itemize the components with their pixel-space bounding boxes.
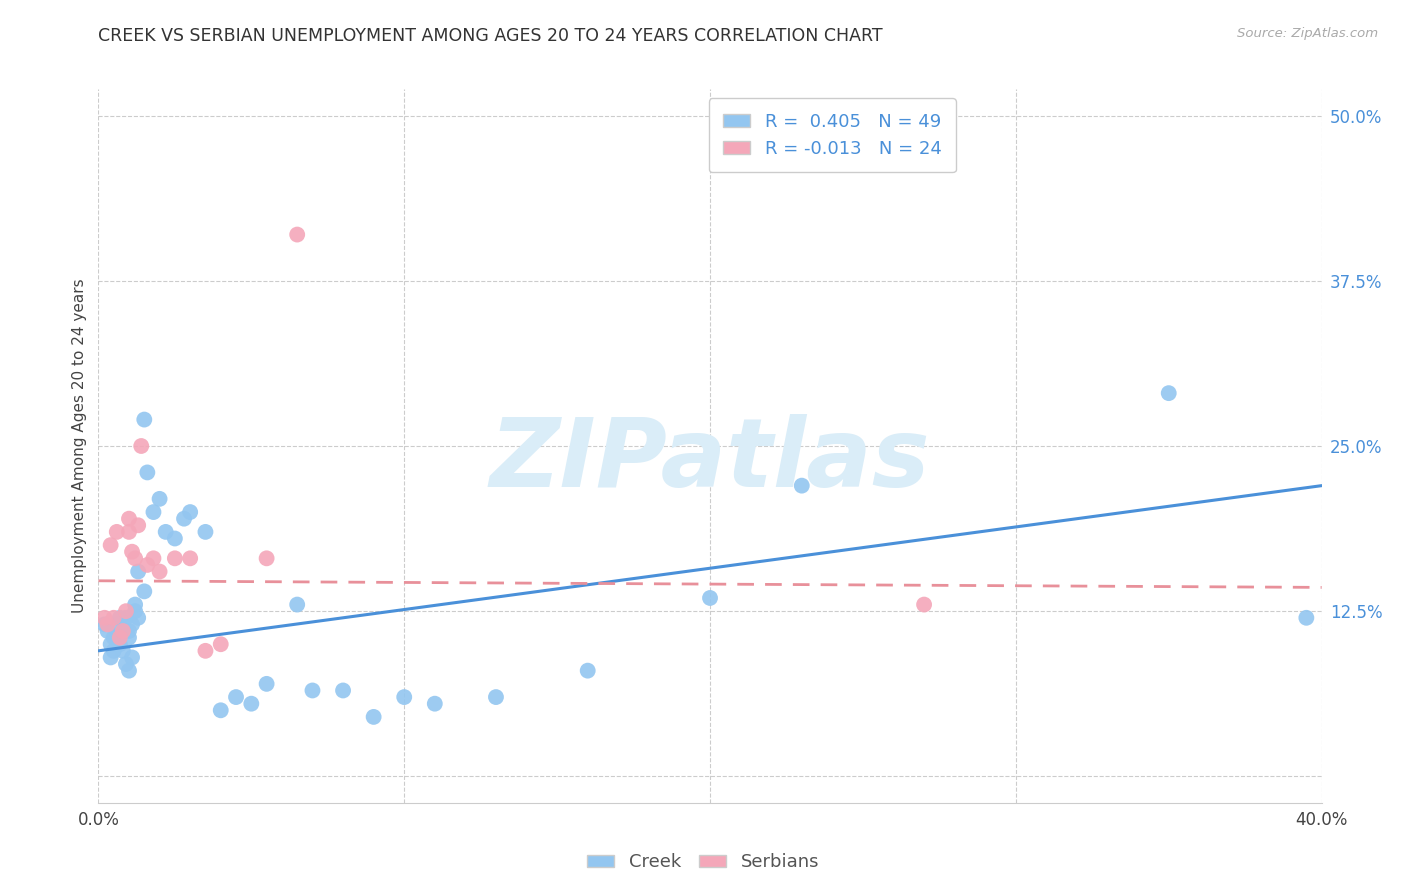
Point	[149, 491, 172, 506]
Point	[142, 551, 165, 566]
Point	[1157, 386, 1180, 401]
Point	[256, 551, 278, 566]
Point	[118, 631, 141, 645]
Point	[134, 584, 156, 599]
Point	[111, 624, 134, 638]
Point	[194, 644, 217, 658]
Point	[209, 637, 232, 651]
Point	[209, 703, 232, 717]
Point	[124, 551, 146, 566]
Point	[423, 697, 446, 711]
Point	[100, 637, 122, 651]
Point	[118, 511, 141, 525]
Point	[127, 611, 149, 625]
Legend: R =  0.405   N = 49, R = -0.013   N = 24: R = 0.405 N = 49, R = -0.013 N = 24	[709, 98, 956, 172]
Point	[256, 677, 278, 691]
Point	[118, 524, 141, 539]
Point	[332, 683, 354, 698]
Point	[136, 466, 159, 480]
Point	[108, 631, 131, 645]
Point	[115, 604, 138, 618]
Point	[129, 439, 152, 453]
Point	[301, 683, 323, 698]
Point	[105, 617, 128, 632]
Point	[100, 538, 122, 552]
Point	[363, 710, 385, 724]
Point	[149, 565, 172, 579]
Point	[100, 650, 122, 665]
Point	[105, 524, 128, 539]
Point	[285, 598, 308, 612]
Point	[121, 617, 143, 632]
Text: ZIPatlas: ZIPatlas	[489, 414, 931, 507]
Point	[285, 227, 308, 242]
Point	[124, 604, 146, 618]
Point	[103, 611, 125, 625]
Point	[136, 558, 159, 572]
Point	[108, 611, 131, 625]
Point	[134, 412, 156, 426]
Point	[1295, 611, 1317, 625]
Point	[392, 690, 416, 704]
Point	[163, 551, 186, 566]
Point	[127, 518, 149, 533]
Point	[912, 598, 935, 612]
Point	[576, 664, 599, 678]
Point	[111, 624, 134, 638]
Point	[225, 690, 247, 704]
Point	[93, 617, 115, 632]
Point	[97, 617, 120, 632]
Point	[118, 624, 141, 638]
Text: Source: ZipAtlas.com: Source: ZipAtlas.com	[1237, 27, 1378, 40]
Point	[105, 631, 128, 645]
Point	[155, 524, 177, 539]
Point	[240, 697, 263, 711]
Point	[97, 624, 120, 638]
Point	[163, 532, 186, 546]
Point	[124, 598, 146, 612]
Point	[179, 551, 201, 566]
Point	[173, 511, 195, 525]
Point	[103, 644, 125, 658]
Legend: Creek, Serbians: Creek, Serbians	[579, 847, 827, 879]
Point	[108, 637, 131, 651]
Point	[111, 644, 134, 658]
Point	[127, 565, 149, 579]
Point	[93, 611, 115, 625]
Y-axis label: Unemployment Among Ages 20 to 24 years: Unemployment Among Ages 20 to 24 years	[72, 278, 87, 614]
Point	[103, 631, 125, 645]
Text: CREEK VS SERBIAN UNEMPLOYMENT AMONG AGES 20 TO 24 YEARS CORRELATION CHART: CREEK VS SERBIAN UNEMPLOYMENT AMONG AGES…	[98, 27, 883, 45]
Point	[179, 505, 201, 519]
Point	[115, 611, 138, 625]
Point	[118, 664, 141, 678]
Point	[121, 545, 143, 559]
Point	[121, 650, 143, 665]
Point	[194, 524, 217, 539]
Point	[699, 591, 721, 605]
Point	[142, 505, 165, 519]
Point	[790, 478, 813, 492]
Point	[485, 690, 508, 704]
Point	[115, 657, 138, 671]
